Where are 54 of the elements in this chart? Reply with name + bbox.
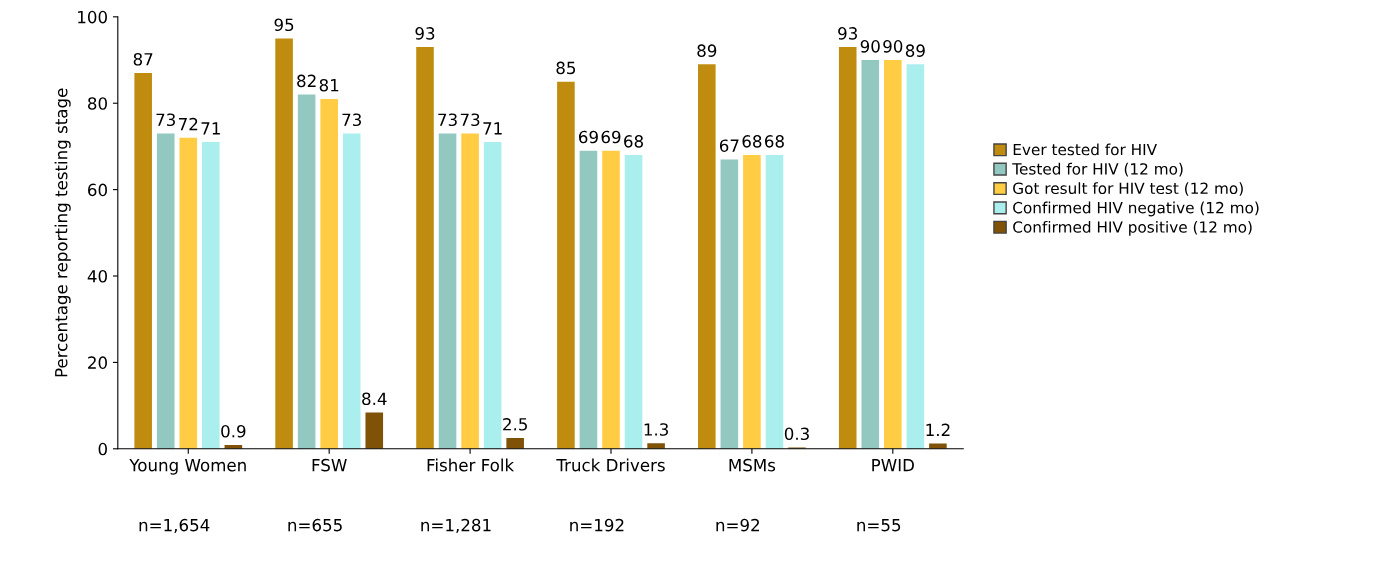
data-label: 93 (415, 27, 435, 40)
text: n=92 (716, 518, 760, 532)
text: n=655 (288, 518, 342, 532)
legend-label: Confirmed HIV negative (12 mo) (1013, 201, 1259, 217)
data-label: 90 (860, 40, 880, 53)
data-label: 0.3 (784, 427, 809, 441)
data-label: 82 (297, 74, 316, 88)
legend-label: Confirmed HIV positive (12 mo) (1013, 220, 1252, 236)
x-tick-label: PWID (872, 459, 914, 472)
data-label: 72 (179, 117, 198, 131)
x-tick-label: Truck Drivers (556, 458, 665, 472)
data-label: 69 (579, 130, 598, 144)
data-label: 73 (438, 113, 457, 127)
data-label: 68 (742, 135, 762, 148)
data-label: 81 (319, 78, 339, 92)
text: n=55 (857, 519, 901, 532)
y-tick-label: 40 (87, 269, 107, 283)
y-tick-label: 100 (78, 10, 107, 24)
y-tick-label: 20 (88, 356, 107, 369)
text: n=1,281 (421, 518, 491, 534)
data-label: 2.5 (503, 418, 527, 431)
text: n=1,654 (139, 518, 210, 534)
data-label: 85 (556, 61, 576, 75)
data-label: 73 (460, 113, 480, 127)
x-tick-label: MSMs (729, 458, 776, 472)
data-label: 71 (201, 122, 220, 135)
data-label: 0.9 (221, 424, 246, 438)
legend-label: Tested for HIV (12 mo) (1012, 162, 1183, 177)
legend-label: Ever tested for HIV (1013, 143, 1157, 156)
x-tick-label: Fisher Folk (427, 458, 515, 472)
data-label: 89 (697, 44, 717, 57)
data-label: 67 (719, 139, 739, 152)
data-label: 1.3 (644, 423, 668, 436)
data-label: 68 (765, 135, 784, 148)
data-label: 68 (624, 135, 643, 148)
data-label: 89 (905, 44, 925, 57)
data-label: 69 (601, 130, 621, 144)
data-label: 87 (133, 52, 153, 66)
x-tick-label: Young Women (129, 459, 246, 475)
legend-label: Got result for HIV test (12 mo) (1013, 182, 1243, 196)
x-tick-label: FSW (312, 458, 347, 472)
data-label: 73 (342, 113, 361, 127)
y-tick-label: 60 (88, 183, 107, 197)
y-axis-title: Percentage reporting testing stage (54, 88, 71, 377)
data-label: 71 (483, 122, 502, 135)
y-tick-label: 80 (88, 97, 107, 110)
data-label: 8.4 (362, 392, 387, 406)
data-label: 90 (883, 40, 903, 53)
y-tick-label: 0 (98, 442, 107, 456)
data-label: 95 (274, 18, 294, 32)
data-label: 73 (156, 113, 175, 127)
data-label: 93 (838, 27, 857, 40)
data-label: 1.2 (926, 423, 950, 436)
text: n=192 (570, 518, 624, 532)
